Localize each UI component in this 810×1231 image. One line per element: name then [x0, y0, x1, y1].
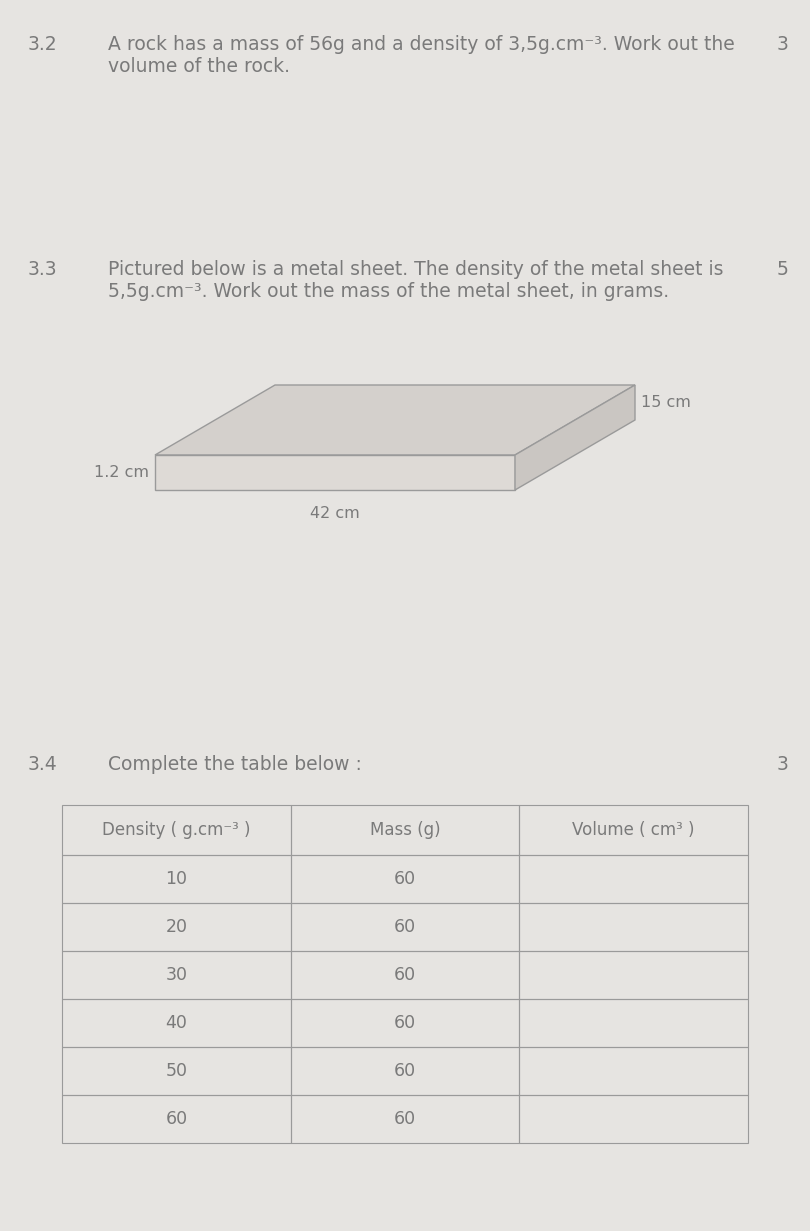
Text: 42 cm: 42 cm — [310, 506, 360, 521]
Bar — [62, 1048, 291, 1096]
Bar — [519, 1096, 748, 1144]
Text: 20: 20 — [165, 918, 187, 936]
Bar — [291, 904, 519, 952]
Text: 15 cm: 15 cm — [641, 395, 691, 410]
Text: 50: 50 — [165, 1062, 187, 1080]
Text: 60: 60 — [394, 870, 416, 888]
Bar — [62, 1096, 291, 1144]
Bar — [519, 1048, 748, 1096]
Text: Complete the table below :: Complete the table below : — [108, 755, 362, 774]
Text: 60: 60 — [394, 918, 416, 936]
Polygon shape — [155, 385, 635, 455]
Text: 10: 10 — [165, 870, 187, 888]
Bar — [519, 805, 748, 856]
Polygon shape — [515, 385, 635, 490]
Bar — [291, 856, 519, 904]
Bar — [62, 952, 291, 1000]
Bar — [291, 1096, 519, 1144]
Bar — [291, 1048, 519, 1096]
Text: 3.4: 3.4 — [28, 755, 58, 774]
Bar — [62, 805, 291, 856]
Bar — [291, 1000, 519, 1048]
Bar — [519, 856, 748, 904]
Text: 3: 3 — [776, 34, 788, 54]
Text: 5: 5 — [776, 260, 788, 279]
Text: Density ( g.cm⁻³ ): Density ( g.cm⁻³ ) — [102, 821, 250, 840]
Text: 5,5g.cm⁻³. Work out the mass of the metal sheet, in grams.: 5,5g.cm⁻³. Work out the mass of the meta… — [108, 282, 669, 302]
Text: A rock has a mass of 56g and a density of 3,5g.cm⁻³. Work out the: A rock has a mass of 56g and a density o… — [108, 34, 735, 54]
Bar — [62, 856, 291, 904]
Text: 60: 60 — [394, 1110, 416, 1128]
Text: Pictured below is a metal sheet. The density of the metal sheet is: Pictured below is a metal sheet. The den… — [108, 260, 723, 279]
Text: 60: 60 — [394, 966, 416, 984]
Bar — [291, 952, 519, 1000]
Text: Mass (g): Mass (g) — [369, 821, 441, 840]
Bar — [519, 952, 748, 1000]
Text: 30: 30 — [165, 966, 187, 984]
Bar — [62, 1000, 291, 1048]
Text: 40: 40 — [165, 1014, 187, 1032]
Bar — [291, 805, 519, 856]
Bar — [62, 904, 291, 952]
Text: 60: 60 — [394, 1062, 416, 1080]
Text: 60: 60 — [165, 1110, 187, 1128]
Text: volume of the rock.: volume of the rock. — [108, 57, 290, 76]
Text: 1.2 cm: 1.2 cm — [94, 465, 149, 480]
Text: 60: 60 — [394, 1014, 416, 1032]
Bar — [519, 904, 748, 952]
Polygon shape — [155, 455, 515, 490]
Text: 3.3: 3.3 — [28, 260, 58, 279]
Text: Volume ( cm³ ): Volume ( cm³ ) — [573, 821, 695, 840]
Text: 3: 3 — [776, 755, 788, 774]
Bar — [519, 1000, 748, 1048]
Text: 3.2: 3.2 — [28, 34, 58, 54]
